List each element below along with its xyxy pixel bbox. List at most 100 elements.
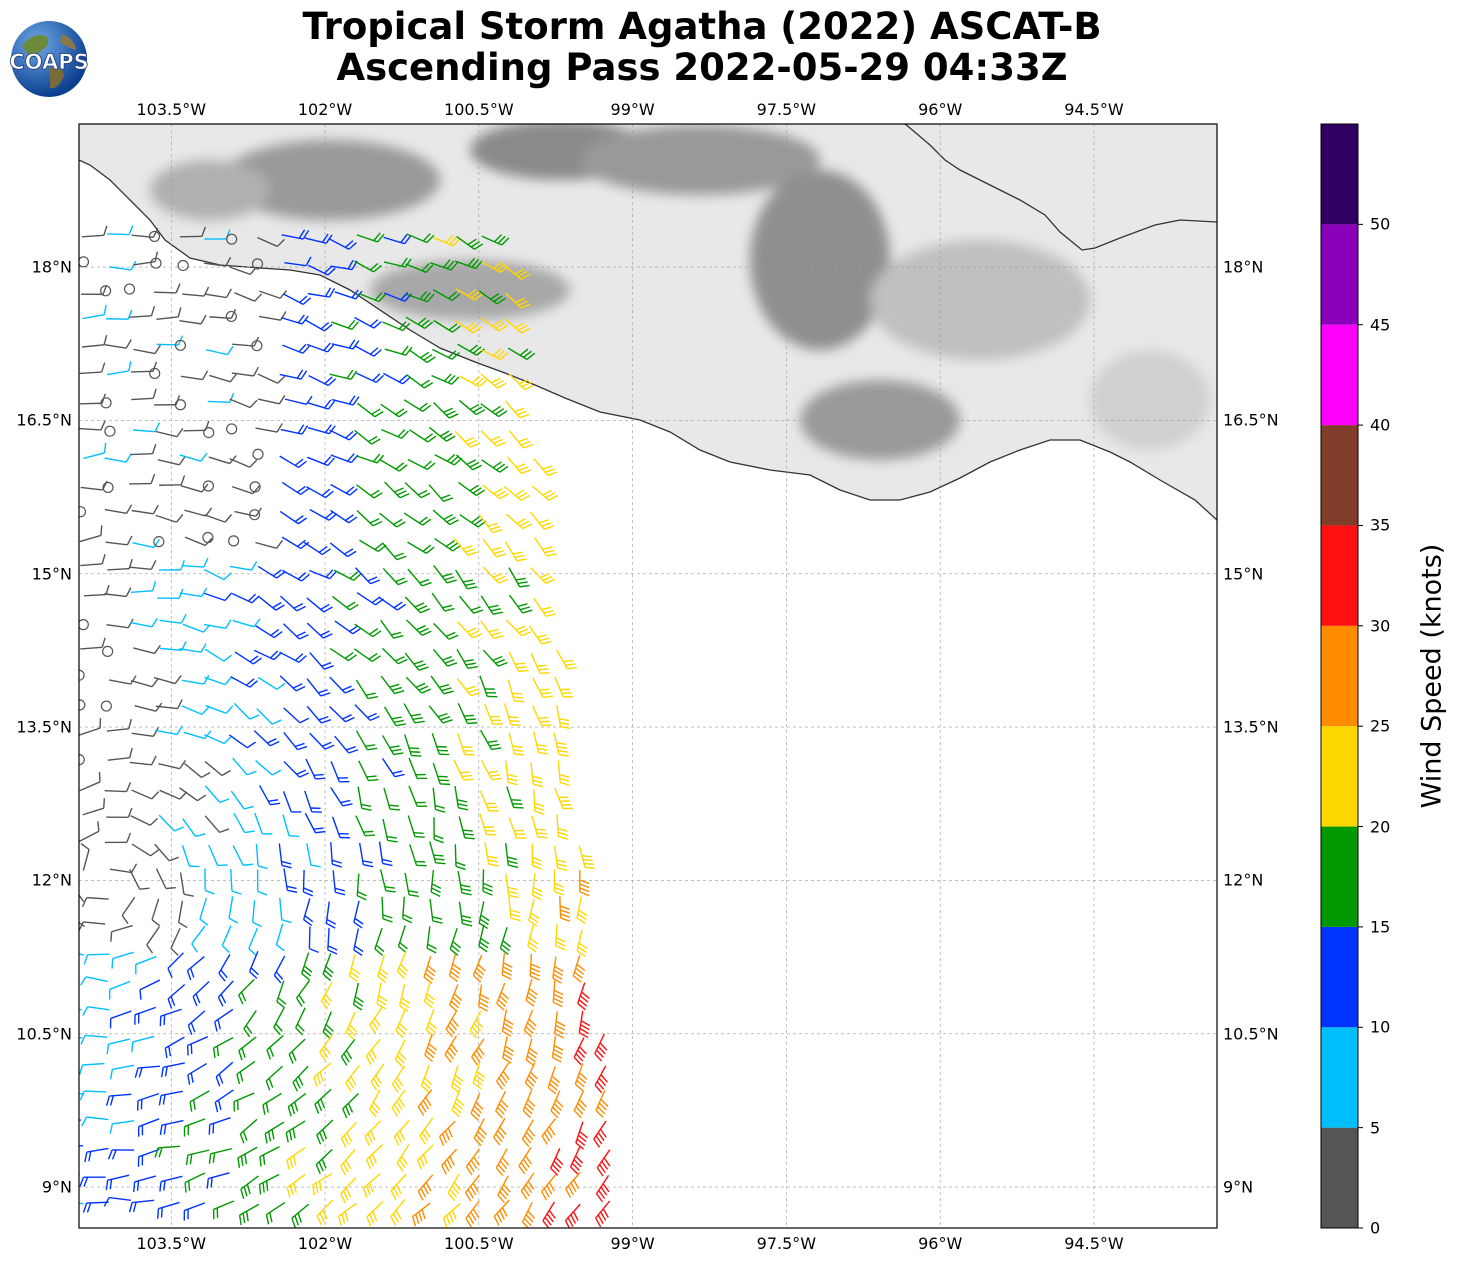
calm-wind-marker [252, 448, 264, 460]
lat-tick-left: 18°N [31, 257, 72, 277]
wind-barb [232, 757, 257, 776]
colorbar-tick-label: 30 [1370, 616, 1391, 636]
wind-barb [329, 238, 357, 250]
wind-barb [480, 373, 507, 389]
wind-barb [574, 1063, 588, 1092]
wind-barb [82, 304, 107, 320]
wind-barb [433, 622, 459, 640]
wind-barb [503, 265, 531, 280]
wind-barb [251, 900, 262, 928]
wind-barb [80, 637, 106, 650]
lon-tick-top: 96°W [918, 100, 963, 119]
wind-barb [232, 336, 260, 347]
calm-wind-marker [123, 283, 136, 295]
wind-barb [205, 345, 234, 356]
wind-barb [192, 980, 210, 1007]
wind-barb [156, 1201, 180, 1219]
wind-barb [429, 898, 443, 924]
wind-barb [523, 1009, 537, 1038]
wind-barb [79, 1008, 82, 1011]
wind-barb [106, 718, 132, 732]
wind-barb [184, 507, 213, 517]
wind-barb [454, 785, 469, 811]
wind-barb [380, 675, 405, 695]
wind-barb [79, 718, 102, 736]
wind-barb [480, 403, 508, 418]
colorbar-tick-label: 5 [1370, 1118, 1381, 1138]
wind-barb [234, 292, 263, 302]
wind-barb [229, 457, 258, 468]
wind-barb [80, 976, 108, 986]
wind-barb [325, 901, 337, 929]
lat-tick-right: 12°N [1223, 870, 1264, 890]
wind-barb [405, 676, 432, 694]
wind-barb [327, 927, 338, 955]
wind-barb [329, 429, 358, 441]
wind-barb [319, 1033, 333, 1062]
wind-barb [303, 541, 331, 556]
wind-barb [306, 486, 334, 499]
wind-barb [458, 399, 486, 416]
wind-barb [576, 896, 588, 924]
wind-barb [520, 1172, 535, 1200]
wind-barb [564, 1203, 581, 1228]
wind-barb [109, 863, 138, 874]
wind-barb [449, 984, 463, 1013]
wind-barb [107, 1149, 135, 1160]
wind-barb [146, 926, 160, 954]
wind-barb [423, 980, 436, 1009]
wind-barb [504, 318, 531, 334]
wind-barb [493, 1199, 510, 1226]
wind-barb [214, 1089, 234, 1113]
wind-barb [279, 651, 307, 663]
wind-barb [79, 362, 106, 375]
wind-barb [495, 1148, 510, 1176]
logo-text: COAPS [9, 50, 88, 74]
lon-tick-top: 103.5°W [136, 100, 207, 119]
wind-barb [283, 761, 309, 778]
wind-barb [469, 1010, 484, 1039]
wind-barb [203, 256, 232, 267]
wind-barb [154, 283, 181, 294]
wind-barb [457, 871, 472, 896]
lon-tick-top: 99°W [610, 100, 655, 119]
calm-wind-marker [174, 399, 187, 411]
wind-barb [330, 842, 343, 868]
wind-barb [330, 509, 358, 524]
wind-barb [255, 843, 268, 870]
wind-barb [308, 926, 319, 954]
wind-barb [355, 815, 376, 837]
wind-barb [353, 648, 381, 663]
wind-barb [356, 232, 385, 243]
gridlines [79, 124, 1217, 1228]
wind-barb [353, 928, 364, 956]
wind-barb [369, 1006, 384, 1034]
wind-barb [255, 625, 283, 639]
wind-barb [345, 1064, 360, 1092]
wind-barb [532, 730, 549, 755]
wind-barb [506, 786, 524, 809]
wind-barb [340, 1177, 357, 1204]
wind-barb [203, 619, 232, 629]
wind-barb [456, 454, 482, 471]
wind-barb [378, 596, 407, 611]
lon-tick-bottom: 103.5°W [136, 1234, 207, 1253]
wind-barb [231, 592, 260, 604]
wind-barb [472, 954, 486, 983]
wind-barb [595, 1200, 611, 1228]
wind-barb [167, 952, 184, 978]
lat-tick-right: 10.5°N [1223, 1024, 1279, 1044]
wind-barb [104, 453, 132, 463]
wind-barb [79, 1202, 84, 1205]
wind-barb [229, 561, 258, 571]
wind-barb [458, 816, 475, 840]
wind-barb [425, 1008, 438, 1037]
colorbar-segment [1321, 525, 1358, 626]
wind-barb [209, 373, 238, 383]
wind-barb [345, 1011, 358, 1040]
wind-barb [109, 675, 137, 685]
wind-barb [332, 870, 346, 896]
wind-barb [183, 1202, 206, 1221]
wind-barb [508, 896, 521, 922]
wind-barb [130, 444, 157, 456]
